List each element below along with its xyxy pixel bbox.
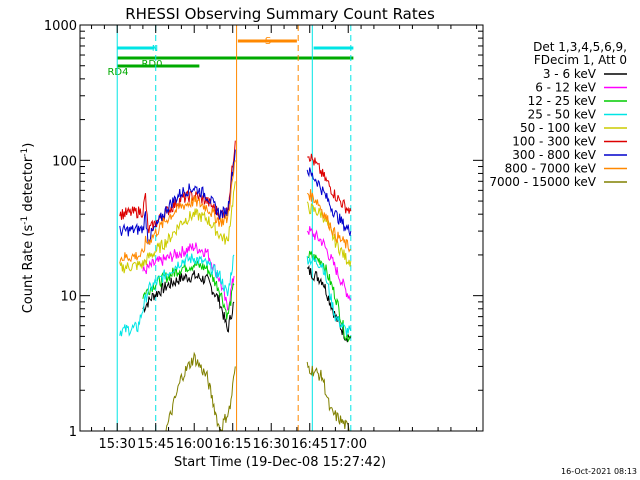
y-tick-label: 1 [69,425,77,440]
series-line [142,270,235,333]
series-line [307,153,352,214]
legend-label: 7000 - 15000 keV [489,175,596,189]
y-tick-label: 100 [52,154,77,169]
series-line [165,351,236,433]
x-tick-label: 16:15 [214,437,251,452]
legend-label: 50 - 100 keV [520,121,597,135]
series-line [306,361,351,432]
legend-label: 800 - 7000 keV [505,162,597,176]
series-line [306,167,352,236]
legend: Det 1,3,4,5,6,9, FDecim 1, Att 0 3 - 6 k… [489,40,627,189]
x-tick-label: 16:30 [252,437,289,452]
series-line [306,201,352,267]
legend-label: 100 - 300 keV [512,135,596,149]
x-tick-label: 16:45 [291,437,328,452]
legend-header-2: FDecim 1, Att 0 [534,53,627,67]
flag-label-rd4: RD4 [107,67,128,78]
y-axis-ticks: 1 10 100 1000 [44,19,483,440]
y-label-exponent-2: -1 [20,148,30,157]
legend-label: 25 - 50 keV [528,108,597,122]
series-line [119,181,236,274]
x-tick-label: 15:30 [98,437,135,452]
y-tick-label: 10 [60,290,77,305]
y-label-prefix: Count Rate (s [21,225,36,314]
series-line [142,260,235,320]
x-tick-label: 17:00 [330,437,367,452]
y-tick-label: 1000 [44,19,77,34]
y-label-suffix: ) [21,143,36,148]
plot-frame [79,24,484,432]
legend-label: 300 - 800 keV [512,148,596,162]
y-label-middle: detector [21,156,36,216]
series-line [306,255,352,336]
time-markers [116,25,352,431]
series-line [306,226,352,301]
series-line [119,149,236,245]
chart-title: RHESSI Observing Summary Count Rates [125,5,435,23]
generation-timestamp: 16-Oct-2021 08:13 [561,467,637,476]
x-axis-ticks: 15:30 15:45 16:00 16:15 16:30 16:45 17:00 [91,25,478,452]
series-line [119,252,235,337]
y-label-exponent: -1 [20,216,30,225]
series-lines [119,140,352,433]
y-axis-label: Count Rate (s-1 detector-1) [20,143,36,314]
legend-header-1: Det 1,3,4,5,6,9, [533,40,627,54]
series-line [306,189,351,253]
legend-label: 12 - 25 keV [528,94,597,108]
legend-label: 6 - 12 keV [535,81,597,95]
x-axis-label: Start Time (19-Dec-08 15:27:42) [174,455,386,470]
series-line [142,242,235,311]
x-tick-label: 16:00 [175,437,212,452]
series-line [119,160,236,264]
series-line [306,250,351,343]
legend-label: 3 - 6 keV [543,67,597,81]
flag-label-s: S [265,36,271,47]
instrument-flags: NRD0RD4S [107,36,354,78]
x-tick-label: 15:45 [137,437,174,452]
flag-label-n: N [152,44,158,53]
